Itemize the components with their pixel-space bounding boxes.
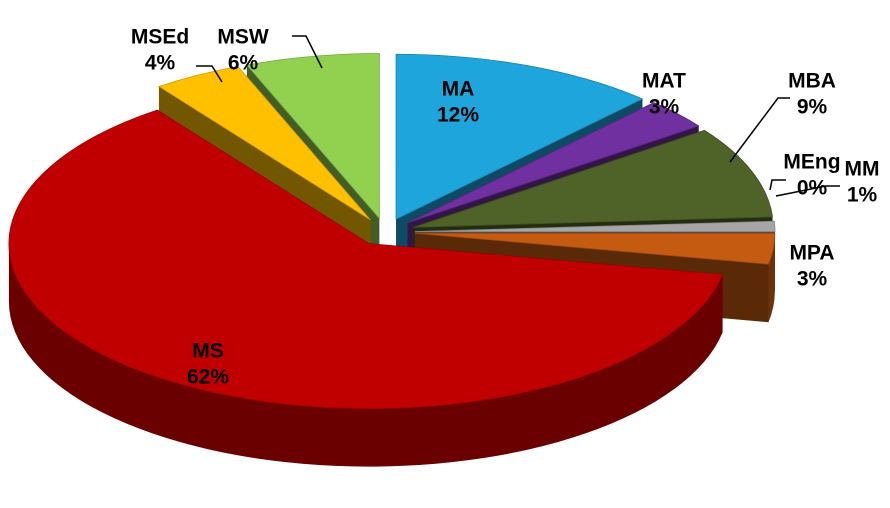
slice-value-label: 1% <box>847 184 878 207</box>
slices <box>8 53 776 467</box>
slice-label: MEng <box>783 151 840 174</box>
slice-label: MPA <box>789 242 834 265</box>
slice-label: MAT <box>642 70 686 93</box>
slice-value-label: 9% <box>797 96 828 119</box>
slice-value-label: 3% <box>797 268 828 291</box>
slice <box>414 220 776 232</box>
leader-lines <box>196 35 840 197</box>
slice-value-label: 62% <box>187 366 229 389</box>
labels: MA 12% MAT 3% MBA 9% MEng 0% MM 1% MPA 3% MS 62% MSEd 4… <box>131 26 880 389</box>
slice <box>413 129 773 228</box>
slice-side <box>768 233 775 323</box>
slice-value-label: 4% <box>145 52 176 75</box>
leader-line <box>729 97 790 163</box>
slice-label: MA <box>442 78 475 101</box>
slice <box>407 102 700 224</box>
slice-label: MM <box>845 158 880 181</box>
leader-line <box>292 35 323 69</box>
slice <box>395 53 644 220</box>
slice-label: MBA <box>788 70 836 93</box>
slice-label: MS <box>192 340 224 363</box>
slice-label: MSEd <box>131 26 189 49</box>
slice <box>158 66 371 221</box>
slice-label: MSW <box>217 26 269 49</box>
slice <box>246 53 380 220</box>
slice-side <box>8 243 723 467</box>
slice <box>8 109 724 409</box>
slice-value-label: 3% <box>649 96 680 119</box>
slice-value-label: 0% <box>797 177 828 200</box>
slice-value-label: 12% <box>437 104 479 127</box>
leader-line <box>196 65 223 83</box>
leader-line <box>769 179 786 191</box>
leader-line <box>775 185 840 197</box>
slice-value-label: 6% <box>228 52 259 75</box>
slice <box>414 232 776 265</box>
